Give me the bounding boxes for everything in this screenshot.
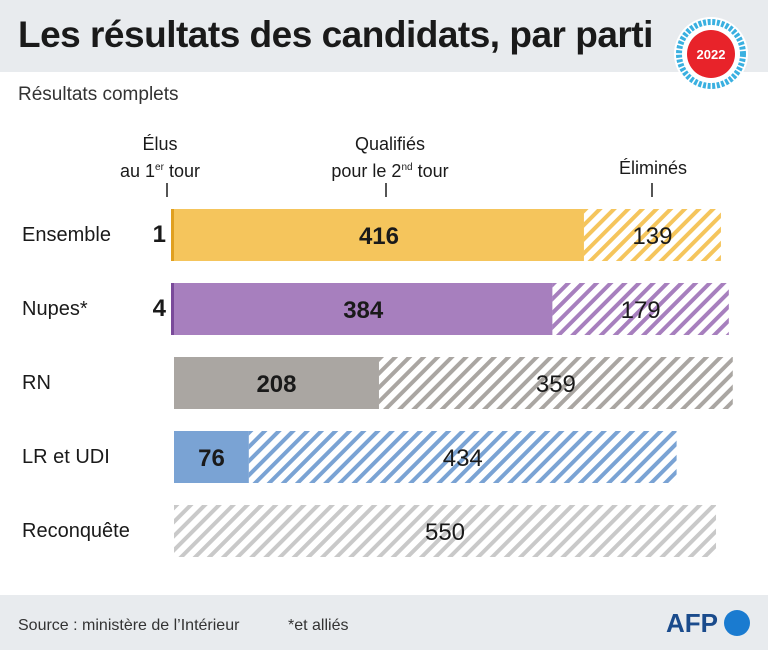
elus-bar — [171, 209, 174, 261]
tick-elus — [166, 183, 168, 197]
elimines-value-label: 179 — [621, 297, 661, 324]
elimines-bar — [174, 505, 717, 557]
qualifies-value-label: 76 — [198, 445, 225, 472]
elimines-bar — [552, 283, 729, 335]
qualifies-value-label: 416 — [359, 223, 399, 250]
elus-value-label: 1 — [152, 221, 166, 248]
svg-text:AFP: AFP — [666, 608, 718, 638]
qualifies-bar — [174, 283, 553, 335]
elimines-bar — [583, 209, 721, 261]
year-badge-icon: 2022 — [674, 17, 748, 91]
elus-value-label: 4 — [152, 295, 166, 322]
afp-logo-icon: AFP — [666, 608, 750, 638]
elimines-value-label: 359 — [536, 371, 576, 398]
column-header-qualifies: Qualifiés pour le 2nd tour — [331, 134, 449, 181]
category-label: RN — [22, 372, 51, 394]
qualifies-bar — [174, 357, 379, 409]
qualifies-value-label: 384 — [343, 297, 384, 324]
tick-elimines — [651, 183, 653, 197]
header-band — [0, 0, 768, 72]
qualifies-bar — [174, 209, 584, 261]
source-text: Source : ministère de l’Intérieur — [18, 617, 240, 634]
elus-bar — [171, 283, 174, 335]
category-label: Nupes* — [22, 298, 88, 320]
category-label: Ensemble — [22, 224, 111, 246]
elimines-value-label: 550 — [425, 519, 465, 546]
qualifies-value-label: 208 — [256, 371, 296, 398]
footnote-text: *et alliés — [288, 617, 349, 634]
column-header-elus: Élus au 1er tour — [120, 134, 200, 181]
footer-band — [0, 595, 768, 650]
chart-subtitle: Résultats complets — [18, 84, 179, 105]
qualifies-bar — [174, 431, 249, 483]
elimines-bar — [248, 431, 677, 483]
tick-qualifies — [385, 183, 387, 197]
elimines-bar — [378, 357, 733, 409]
elimines-value-label: 434 — [443, 445, 483, 472]
elimines-value-label: 139 — [632, 223, 672, 250]
badge-year: 2022 — [697, 47, 726, 62]
category-label: LR et UDI — [22, 446, 110, 468]
chart-title: Les résultats des candidats, par parti — [18, 14, 653, 55]
column-header-elimines: Éliminés — [618, 158, 688, 178]
category-label: Reconquête — [22, 520, 130, 542]
